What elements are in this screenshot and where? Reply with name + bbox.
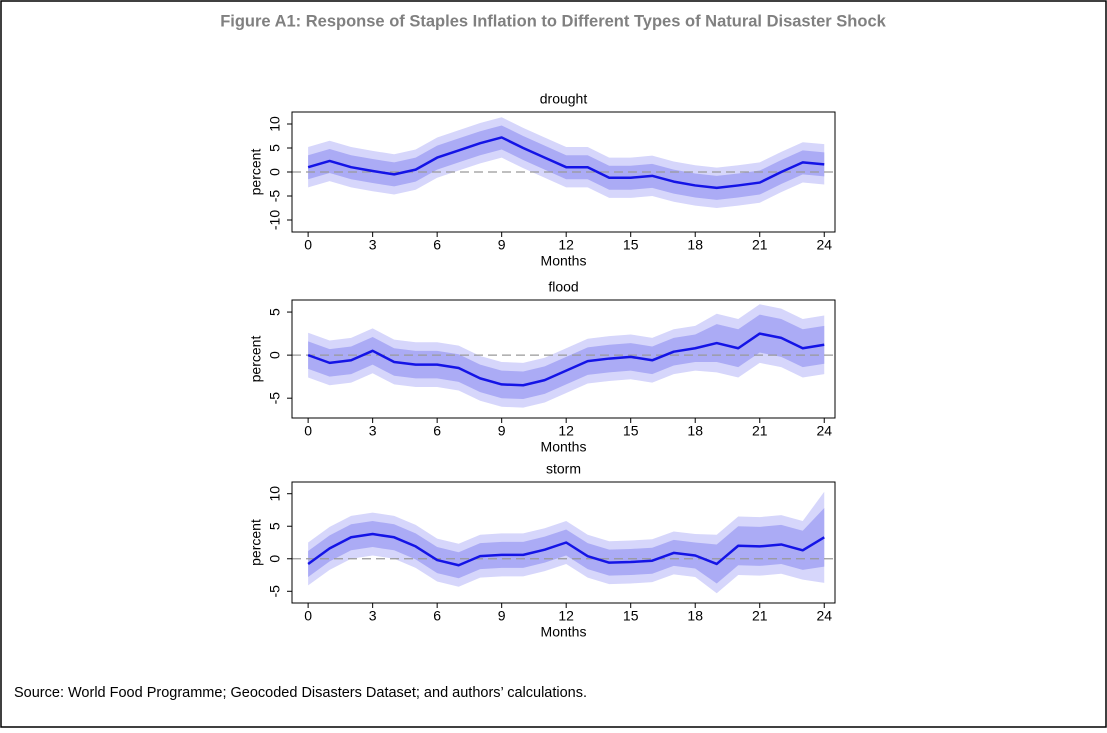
y-axis-label: percent xyxy=(248,336,264,383)
x-tick-label: 9 xyxy=(498,237,506,253)
y-tick-label: -5 xyxy=(267,585,283,598)
figure-title: Figure A1: Response of Staples Inflation… xyxy=(220,12,886,30)
irf-line xyxy=(307,136,825,190)
x-tick-label: 18 xyxy=(687,237,703,253)
x-tick-label: 3 xyxy=(369,608,377,624)
y-tick-label: 5 xyxy=(267,522,283,530)
x-tick-label: 21 xyxy=(752,608,768,624)
irf-line xyxy=(307,532,825,567)
y-tick-label: 5 xyxy=(267,144,283,152)
x-tick-label: 24 xyxy=(816,423,832,439)
x-tick-label: 12 xyxy=(558,423,574,439)
x-tick-label: 0 xyxy=(304,608,312,624)
plot-frame xyxy=(291,481,836,604)
irf-line xyxy=(307,332,825,387)
x-tick-label: 6 xyxy=(433,237,441,253)
x-tick-label: 0 xyxy=(304,237,312,253)
panel-title: storm xyxy=(546,461,581,477)
y-tick-label: 0 xyxy=(267,168,283,176)
x-tick-label: 24 xyxy=(816,237,832,253)
y-tick-label: -10 xyxy=(267,210,283,230)
x-tick-label: 12 xyxy=(558,608,574,624)
x-tick-label: 12 xyxy=(558,237,574,253)
x-tick-label: 24 xyxy=(816,608,832,624)
y-tick-label: 10 xyxy=(267,116,283,132)
y-axis-label: percent xyxy=(248,519,264,566)
plot-frame xyxy=(291,299,836,419)
x-tick-label: 6 xyxy=(433,608,441,624)
x-tick-label: 3 xyxy=(369,237,377,253)
y-tick-label: 0 xyxy=(267,351,283,359)
x-axis-label: Months xyxy=(541,624,587,640)
x-tick-label: 15 xyxy=(623,423,639,439)
y-tick-label: 10 xyxy=(267,486,283,502)
x-tick-label: 0 xyxy=(304,423,312,439)
x-tick-label: 21 xyxy=(752,237,768,253)
source-note: Source: World Food Programme; Geocoded D… xyxy=(14,685,587,701)
y-tick-label: 5 xyxy=(267,308,283,316)
confidence-band xyxy=(308,314,825,400)
x-tick-label: 18 xyxy=(687,423,703,439)
y-tick-label: 0 xyxy=(267,555,283,563)
panel-title: flood xyxy=(548,279,578,295)
confidence-band xyxy=(308,125,825,200)
x-tick-label: 15 xyxy=(623,608,639,624)
panel-title: drought xyxy=(540,91,588,107)
y-tick-label: -5 xyxy=(267,392,283,405)
x-tick-label: 9 xyxy=(498,608,506,624)
y-axis-label: percent xyxy=(248,149,264,196)
x-axis-label: Months xyxy=(541,439,587,455)
x-tick-label: 9 xyxy=(498,423,506,439)
x-tick-label: 21 xyxy=(752,423,768,439)
x-tick-label: 6 xyxy=(433,423,441,439)
confidence-band xyxy=(308,508,825,584)
y-tick-label: -5 xyxy=(267,190,283,203)
confidence-band xyxy=(308,304,825,408)
x-axis-label: Months xyxy=(541,253,587,269)
x-tick-label: 15 xyxy=(623,237,639,253)
x-tick-label: 18 xyxy=(687,608,703,624)
x-tick-label: 3 xyxy=(369,423,377,439)
